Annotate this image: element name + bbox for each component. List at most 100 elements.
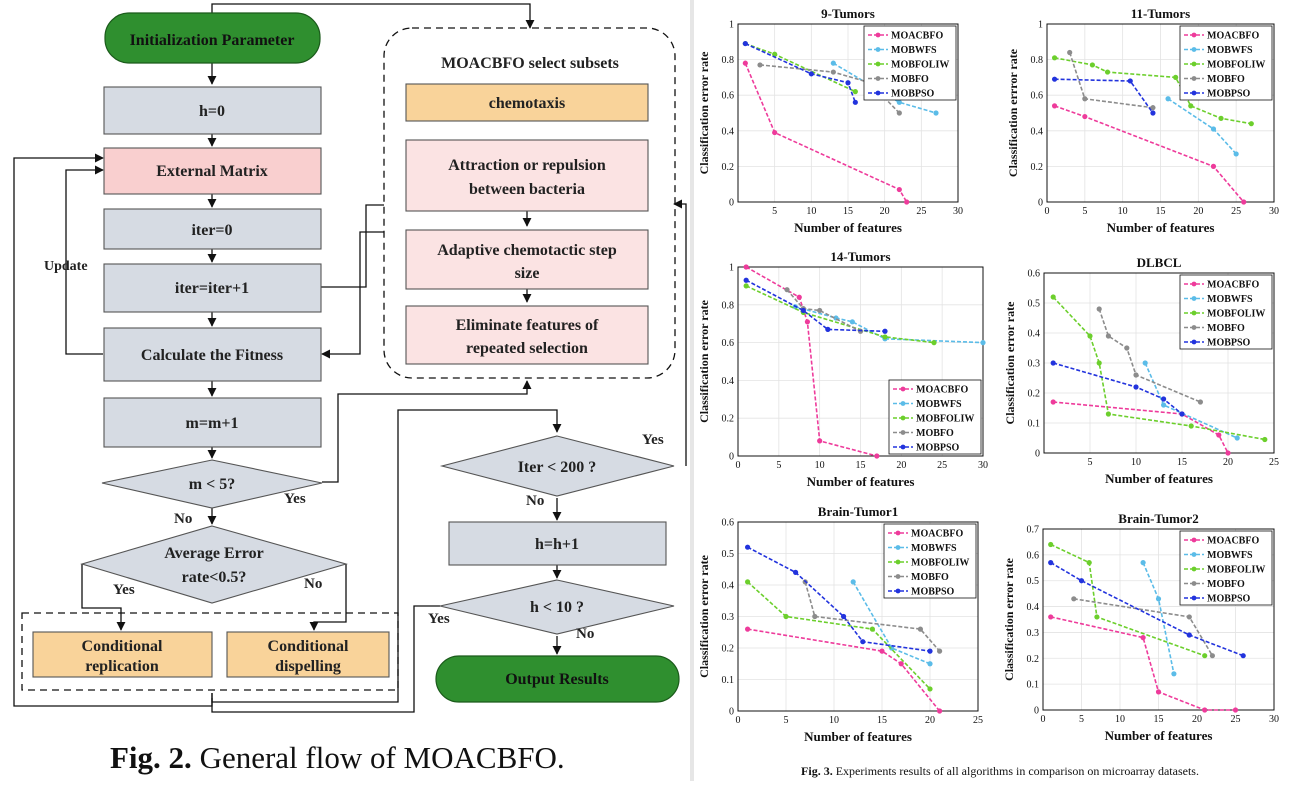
legend-label: MOBFO [891, 74, 929, 85]
iter0-label: iter=0 [191, 222, 232, 239]
legend-marker [1191, 325, 1197, 330]
data-point-mobpso [1050, 360, 1056, 366]
x-tick-label: 20 [1192, 714, 1202, 725]
legend-marker [900, 430, 906, 435]
y-tick-label: 0.2 [1031, 162, 1044, 173]
data-point-moacbfo [1140, 635, 1146, 641]
data-point-mobfoliw [1089, 62, 1095, 68]
chemotaxis-label: chemotaxis [489, 95, 565, 112]
h-inc-box [448, 521, 667, 566]
y-tick-label: 0 [729, 198, 734, 209]
data-point-mobfo [757, 62, 763, 68]
data-point-mobfo [1067, 49, 1073, 56]
chemotaxis-box [405, 83, 649, 122]
x-tick-label: 20 [880, 206, 890, 217]
data-point-mobwfs [1233, 151, 1239, 157]
legend-marker [1191, 281, 1197, 287]
x-tick-label: 25 [1231, 714, 1241, 725]
data-point-mobfo [1096, 306, 1102, 312]
legend-label: MOBWFS [911, 543, 957, 554]
fig3-caption: Fig. 3. Experiments results of all algor… [801, 764, 1199, 778]
legend-marker [1191, 581, 1197, 586]
legend-label: MOBFOLIW [891, 60, 949, 71]
data-point-mobwfs [850, 579, 856, 585]
yes-label-h: Yes [428, 611, 450, 627]
data-point-mobfoliw [1096, 360, 1102, 366]
legend-label: MOACBFO [1207, 536, 1259, 547]
data-point-mobfo [937, 648, 943, 654]
legend-marker [900, 386, 906, 392]
yes-label-m: Yes [284, 491, 306, 507]
x-tick-label: 20 [925, 715, 935, 726]
y-tick-label: 0.1 [1028, 419, 1041, 430]
legend-marker [1191, 32, 1197, 38]
legend-label: MOBPSO [911, 587, 955, 598]
data-point-moacbfo [1216, 432, 1222, 438]
x-tick-label: 25 [916, 206, 926, 217]
series-line-mobfo [804, 581, 941, 652]
iter-inc-box [103, 263, 322, 313]
x-tick-label: 10 [815, 460, 825, 471]
y-tick-label: 0.3 [1028, 359, 1041, 370]
legend-marker [1191, 76, 1197, 81]
data-point-mobfo [1186, 614, 1192, 620]
fig3-caption-bold: Fig. 3. [801, 764, 833, 778]
data-point-mobpso [882, 328, 888, 334]
legend-marker [1191, 566, 1197, 572]
data-point-mobfoliw [1048, 541, 1054, 548]
data-point-mobfoliw [852, 89, 858, 95]
data-point-mobwfs [1140, 560, 1146, 566]
x-tick-label: 0 [1041, 714, 1046, 725]
data-point-moacbfo [1210, 163, 1217, 169]
y-tick-label: 0.2 [722, 414, 735, 425]
data-point-mobwfs [980, 340, 986, 346]
x-tick-label: 15 [843, 206, 853, 217]
legend-label: MOBFOLIW [1207, 60, 1265, 71]
chart-1: 0 5 10 15 20 25 30 0 0.2 0.4 0.6 0.8 1 11-Tumors Numbe… [1006, 6, 1279, 235]
legend: MOACBFO MOBWFS MOBFOLIW MOBFO MOBPSO [1179, 274, 1273, 350]
avg-error-label-1: Average Error [164, 545, 263, 562]
data-point-moacbfo [898, 661, 904, 667]
h0-box [103, 86, 322, 135]
data-point-mobfoliw [1094, 614, 1100, 620]
data-point-moacbfo [1048, 614, 1054, 620]
y-axis-label: Classification error rate [697, 51, 711, 175]
data-point-mobpso [1179, 411, 1185, 417]
replication-box [32, 631, 213, 678]
legend-label: MOBFOLIW [1207, 309, 1265, 320]
data-point-mobpso [825, 326, 831, 332]
data-point-mobfoliw [1051, 55, 1058, 61]
legend-label: MOBFOLIW [1207, 565, 1265, 576]
h0-label: h=0 [199, 103, 225, 120]
fig2-caption-bold: Fig. 2. [110, 740, 192, 775]
external-matrix-box [103, 147, 322, 195]
data-point-mobfoliw [1262, 436, 1268, 443]
legend-marker [1191, 90, 1197, 96]
legend-label: MOBFO [1207, 74, 1245, 85]
data-point-mobfoliw [1086, 560, 1092, 566]
data-point-moacbfo [904, 199, 910, 205]
plot-frame [1043, 272, 1275, 454]
legend-marker [895, 574, 901, 579]
y-tick-label: 0.4 [722, 581, 735, 592]
y-tick-label: 0 [729, 707, 734, 718]
legend: MOACBFO MOBWFS MOBFOLIW MOBFO MOBPSO [863, 25, 957, 101]
chart-2: 0 5 10 15 20 25 30 0 0.2 0.4 0.6 0.8 1 14-Tumors Numbe… [697, 249, 988, 489]
output-label: Output Results [505, 671, 609, 688]
m-inc-box [103, 397, 322, 448]
data-point-mobfoliw [882, 334, 888, 340]
data-point-mobpso [1161, 396, 1167, 402]
m-cond-label: m < 5? [189, 476, 235, 493]
data-point-moacbfo [817, 438, 823, 444]
series-line-mobfoliw [1052, 296, 1265, 441]
x-axis-label: Number of features [1105, 471, 1213, 486]
y-tick-label: 0.2 [722, 162, 735, 173]
attraction-label-1: Attraction or repulsion [448, 157, 606, 174]
legend-label: MOBWFS [1207, 294, 1253, 305]
y-tick-label: 0.8 [722, 300, 735, 311]
y-tick-label: 0.6 [722, 518, 735, 529]
x-tick-label: 5 [772, 206, 777, 217]
eliminate-label-1: Eliminate features of [456, 317, 599, 334]
data-point-mobfoliw [743, 283, 749, 289]
data-point-mobpso [1150, 110, 1156, 116]
